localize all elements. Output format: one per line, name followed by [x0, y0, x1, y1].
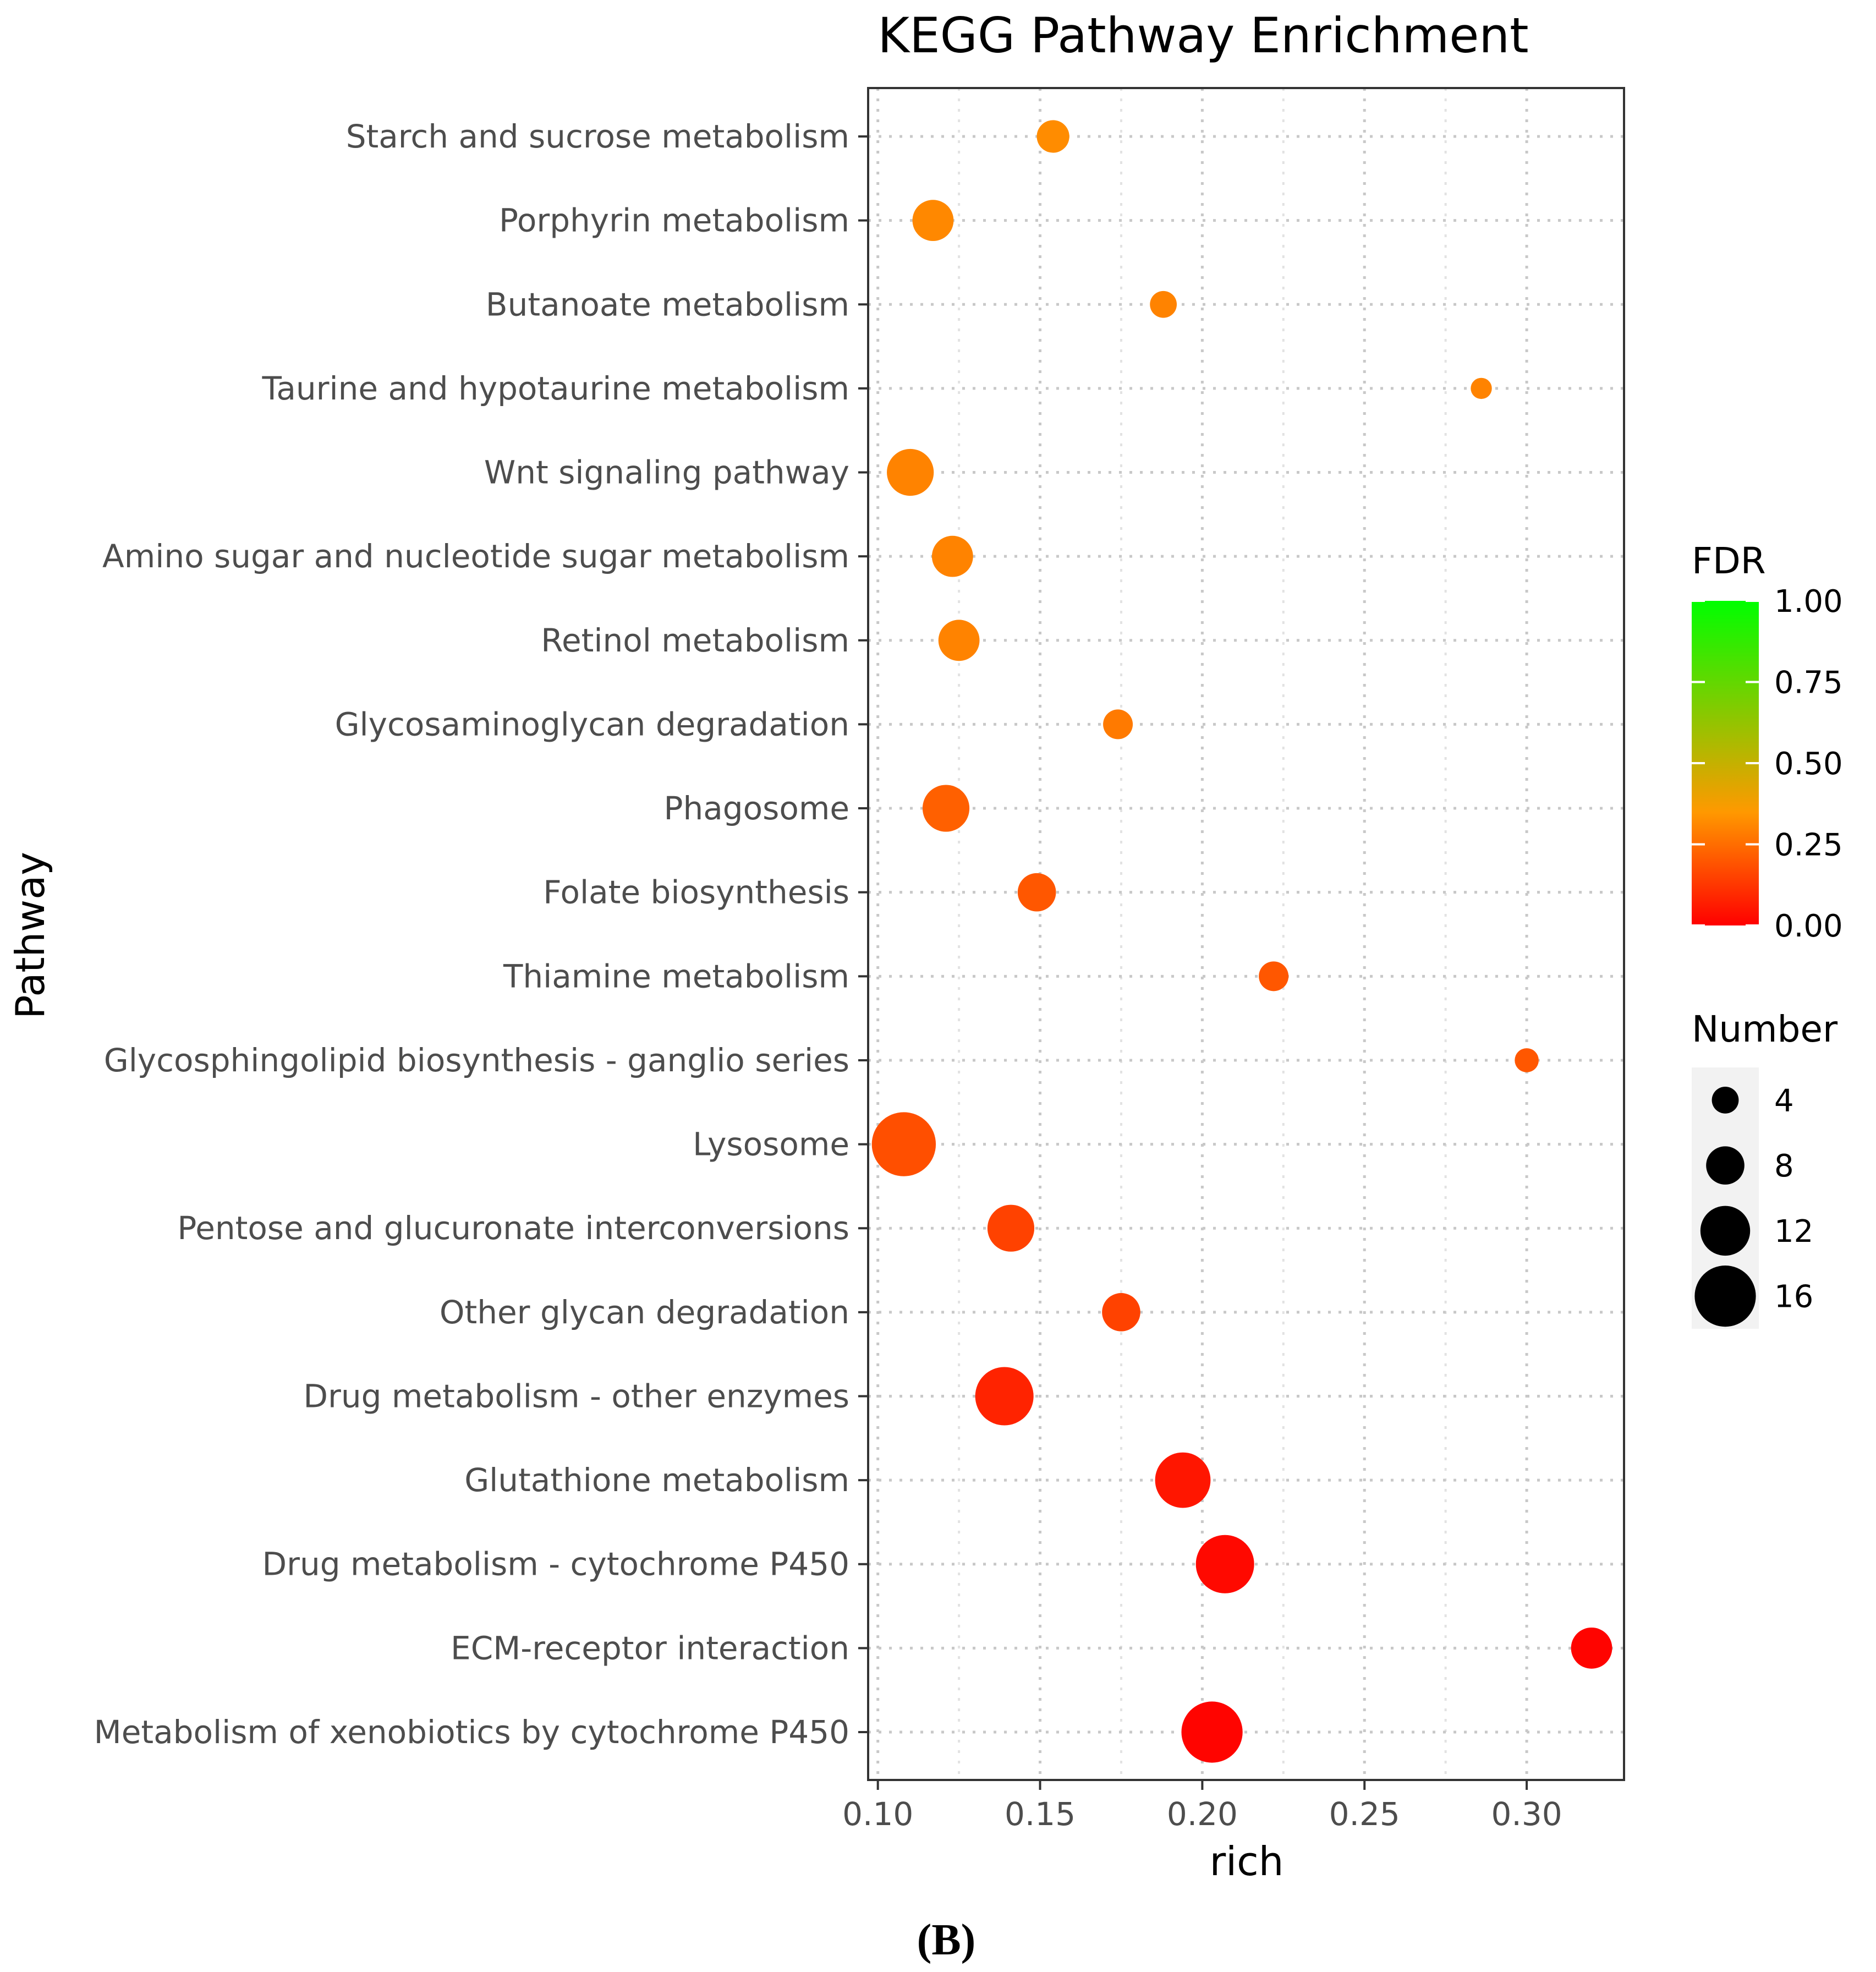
- point-14: [987, 1204, 1035, 1252]
- number-legend-dot: [1712, 1086, 1739, 1114]
- fdr-tick-label: 0.75: [1774, 665, 1843, 701]
- number-legend-dot: [1694, 1266, 1756, 1327]
- point-7: [938, 620, 980, 661]
- x-tick-label: 0.15: [1005, 1795, 1076, 1833]
- y-tick-label: Metabolism of xenobiotics by cytochrome …: [94, 1713, 849, 1751]
- point-9: [922, 785, 970, 832]
- x-axis: 0.10 0.15 0.20 0.25 0.30: [842, 1780, 1562, 1833]
- number-legend-keys: 4 8 12 16: [1694, 1083, 1813, 1327]
- y-tick-label: Drug metabolism - other enzymes: [303, 1377, 849, 1415]
- point-19: [1571, 1627, 1612, 1669]
- point-12: [1515, 1048, 1539, 1072]
- x-tick-label: 0.25: [1329, 1795, 1400, 1833]
- y-tick-label: Amino sugar and nucleotide sugar metabol…: [102, 538, 849, 575]
- y-tick-label: Glycosphingolipid biosynthesis - ganglio…: [104, 1042, 849, 1079]
- fdr-legend-ticks: 0.00 0.25 0.50 0.75 1.00: [1692, 584, 1843, 944]
- panel-label: (B): [917, 1916, 976, 1964]
- fdr-legend-title: FDR: [1692, 540, 1766, 582]
- number-legend-label: 8: [1774, 1148, 1794, 1184]
- y-tick-label: Other glycan degradation: [440, 1294, 849, 1331]
- point-11: [1259, 961, 1289, 992]
- y-tick-label: Lysosome: [693, 1126, 849, 1163]
- y-tick-label: ECM-receptor interaction: [451, 1629, 849, 1667]
- point-16: [975, 1367, 1034, 1426]
- y-tick-label: Glycosaminoglycan degradation: [335, 705, 849, 743]
- number-legend-title: Number: [1692, 1008, 1838, 1050]
- data-points: [871, 120, 1612, 1763]
- y-tick-label: Drug metabolism - cytochrome P450: [262, 1546, 849, 1583]
- point-15: [1102, 1293, 1140, 1332]
- y-tick-label: Folate biosynthesis: [543, 874, 849, 911]
- point-18: [1195, 1535, 1254, 1593]
- point-2: [912, 200, 954, 242]
- x-axis-title: rich: [1210, 1838, 1284, 1885]
- y-tick-label: Glutathione metabolism: [464, 1461, 849, 1499]
- y-tick-label: Pentose and glucuronate interconversions: [177, 1209, 849, 1247]
- y-tick-label: Wnt signaling pathway: [484, 454, 849, 491]
- y-axis: Starch and sucrose metabolism Porphyrin m…: [94, 118, 868, 1751]
- number-legend-label: 4: [1774, 1083, 1794, 1119]
- point-1: [1036, 120, 1069, 153]
- fdr-tick-label: 0.00: [1774, 908, 1843, 944]
- fdr-tick-label: 0.25: [1774, 828, 1843, 863]
- x-tick-label: 0.20: [1167, 1795, 1238, 1833]
- point-17: [1155, 1452, 1211, 1508]
- chart-title: KEGG Pathway Enrichment: [877, 7, 1528, 64]
- y-tick-label: Porphyrin metabolism: [499, 202, 849, 239]
- number-legend-label: 16: [1774, 1279, 1813, 1315]
- y-tick-label: Butanoate metabolism: [486, 286, 849, 323]
- point-3: [1150, 291, 1177, 318]
- panel-border: [867, 87, 1625, 1781]
- point-8: [1103, 709, 1133, 740]
- number-legend-label: 12: [1774, 1214, 1813, 1250]
- point-13: [871, 1112, 936, 1176]
- x-tick-label: 0.10: [842, 1795, 913, 1833]
- fdr-tick-label: 1.00: [1774, 584, 1843, 620]
- legends: FDR 0.00 0.25 0.50 0.75 1.00 Number 4 8 12 16: [1692, 540, 1843, 1329]
- point-6: [931, 535, 973, 577]
- point-10: [1017, 873, 1056, 912]
- y-tick-label: Thiamine metabolism: [503, 957, 849, 995]
- y-tick-label: Taurine and hypotaurine metabolism: [261, 370, 849, 407]
- point-5: [887, 448, 934, 496]
- y-tick-label: Retinol metabolism: [541, 622, 849, 659]
- x-tick-label: 0.30: [1491, 1795, 1562, 1833]
- fdr-tick-label: 0.50: [1774, 746, 1843, 782]
- y-axis-title: Pathway: [7, 852, 53, 1019]
- point-20: [1181, 1701, 1243, 1763]
- y-tick-label: Starch and sucrose metabolism: [346, 118, 849, 155]
- y-tick-label: Phagosome: [664, 790, 849, 827]
- number-legend-dot: [1700, 1206, 1751, 1256]
- number-legend-dot: [1706, 1146, 1745, 1185]
- point-4: [1471, 377, 1492, 399]
